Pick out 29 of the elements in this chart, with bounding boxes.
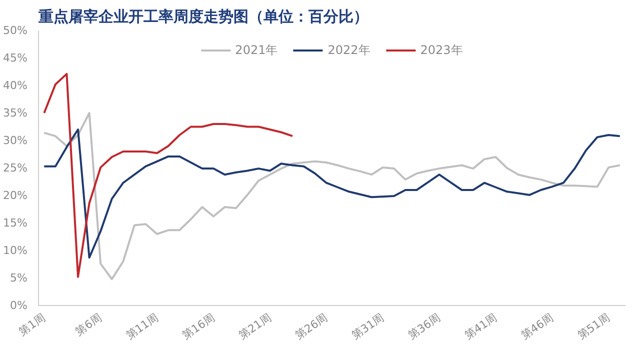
- y-tick-label: 30%: [3, 134, 28, 147]
- x-tick-label: 第6周: [72, 311, 104, 338]
- x-tick-label: 第11周: [124, 311, 161, 342]
- x-tick-label: 第36周: [406, 311, 443, 342]
- y-tick-label: 50%: [3, 24, 28, 37]
- legend-label: 2021年: [235, 42, 278, 58]
- chart-title: 重点屠宰企业开工率周度走势图（单位：百分比）: [38, 8, 368, 26]
- y-tick-label: 35%: [3, 106, 28, 120]
- x-tick-label: 第1周: [16, 311, 48, 338]
- legend-label: 2023年: [420, 42, 463, 58]
- x-tick-label: 第31周: [349, 311, 386, 342]
- legend-label: 2022年: [328, 42, 370, 58]
- x-tick-label: 第26周: [292, 311, 330, 342]
- y-tick-label: 15%: [3, 216, 28, 230]
- y-tick-label: 20%: [3, 189, 28, 202]
- y-tick-label: 25%: [3, 162, 28, 174]
- line-series: [43, 72, 294, 278]
- x-tick-label: 第16周: [180, 311, 218, 342]
- line-series: [43, 112, 621, 280]
- y-tick-label: 10%: [3, 244, 28, 257]
- x-tick-label: 第21周: [236, 311, 274, 342]
- y-tick-label: 40%: [3, 79, 28, 92]
- x-tick-label: 第46周: [518, 311, 556, 342]
- x-tick-label: 第51周: [575, 311, 612, 342]
- y-tick-label: 0%: [10, 299, 28, 312]
- y-tick-label: 45%: [3, 52, 28, 64]
- line-series: [43, 128, 621, 259]
- y-tick-label: 5%: [10, 272, 28, 284]
- x-tick-label: 第41周: [462, 311, 500, 342]
